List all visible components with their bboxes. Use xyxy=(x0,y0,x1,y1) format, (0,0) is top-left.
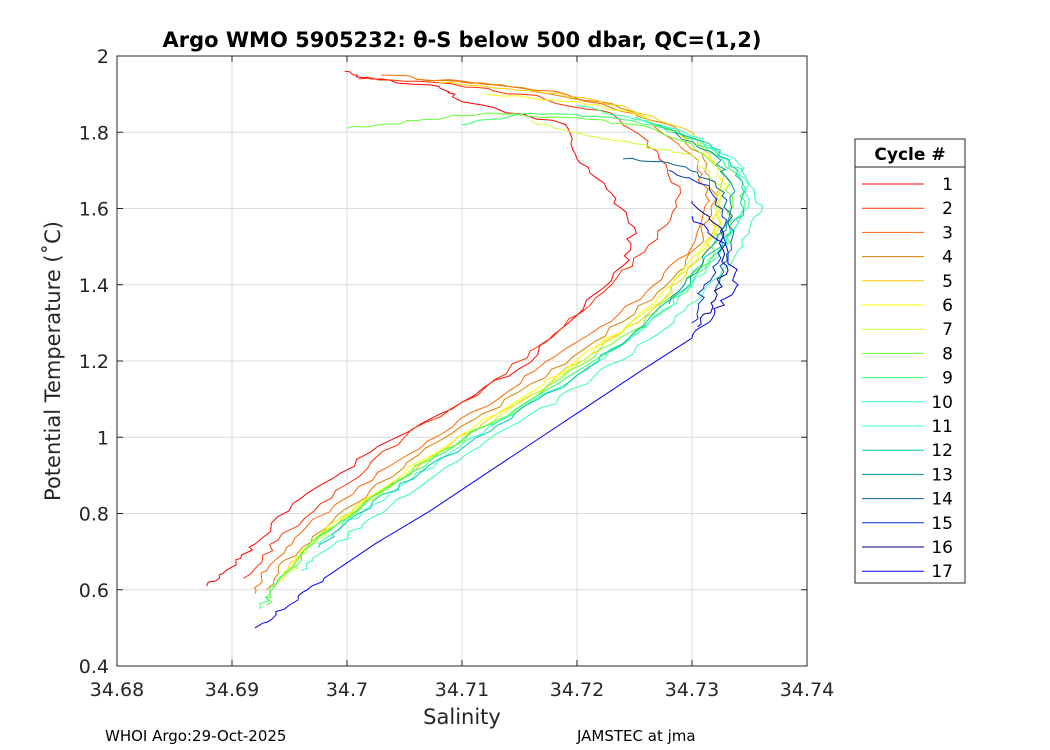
y-tick-label: 0.8 xyxy=(79,504,109,526)
series-line-cycle-11 xyxy=(317,116,751,545)
x-tick-label: 34.7 xyxy=(326,679,368,701)
series-line-cycle-1 xyxy=(206,70,638,587)
legend-label-cycle-7: 7 xyxy=(942,320,953,340)
series-line-cycle-8 xyxy=(264,112,734,606)
x-tick-label: 34.74 xyxy=(780,679,834,701)
series-line-cycle-12 xyxy=(317,124,745,549)
legend-label-cycle-13: 13 xyxy=(931,465,953,485)
footer-left: WHOI Argo:29-Oct-2025 xyxy=(105,727,286,745)
x-tick-label: 34.68 xyxy=(90,679,144,701)
x-tick-label: 34.73 xyxy=(665,679,719,701)
legend-label-cycle-10: 10 xyxy=(931,393,953,413)
legend-label-cycle-12: 12 xyxy=(931,441,953,461)
grid xyxy=(117,56,807,666)
series-line-cycle-16 xyxy=(691,200,729,328)
legend-label-cycle-14: 14 xyxy=(931,490,953,510)
series-line-cycle-10 xyxy=(300,105,764,572)
y-axis-label: Potential Temperature (˚C) xyxy=(41,221,65,501)
series-line-cycle-5 xyxy=(283,81,725,575)
legend-label-cycle-8: 8 xyxy=(942,344,953,364)
y-ticks: 0.4 0.6 0.8 1 1.2 1.4 1.6 1.8 2 xyxy=(79,46,807,678)
y-tick-label: 1 xyxy=(97,427,109,449)
series-line-cycle-15 xyxy=(668,169,728,324)
series-line-cycle-4 xyxy=(266,78,718,591)
x-tick-label: 34.69 xyxy=(205,679,259,701)
y-tick-label: 1.2 xyxy=(79,351,109,373)
legend-label-cycle-6: 6 xyxy=(942,296,953,316)
y-tick-label: 2 xyxy=(97,46,109,68)
legend-label-cycle-5: 5 xyxy=(942,272,953,292)
x-axis-label: Salinity xyxy=(423,705,501,729)
y-tick-label: 1.8 xyxy=(79,122,109,144)
legend-label-cycle-1: 1 xyxy=(942,175,953,195)
series-line-cycle-7 xyxy=(282,120,722,583)
x-ticks: 34.68 34.69 34.7 34.71 34.72 34.73 34.74 xyxy=(90,56,834,701)
footer-right: JAMSTEC at jma xyxy=(576,727,696,745)
y-tick-label: 1.6 xyxy=(79,199,109,221)
series-group xyxy=(206,70,764,629)
y-tick-label: 1.4 xyxy=(79,275,109,297)
legend-label-cycle-17: 17 xyxy=(931,562,953,582)
y-tick-label: 0.6 xyxy=(79,580,109,602)
series-line-cycle-2 xyxy=(243,77,682,579)
legend-label-cycle-4: 4 xyxy=(942,248,953,268)
y-tick-label: 0.4 xyxy=(79,656,109,678)
x-tick-label: 34.72 xyxy=(550,679,604,701)
series-line-cycle-14 xyxy=(622,157,735,293)
legend-label-cycle-2: 2 xyxy=(942,199,953,219)
legend-box xyxy=(854,138,966,584)
legend-label-cycle-16: 16 xyxy=(931,538,953,558)
legend-label-cycle-3: 3 xyxy=(942,223,953,243)
x-tick-label: 34.71 xyxy=(435,679,489,701)
series-line-cycle-17 xyxy=(254,215,739,629)
legend-label-cycle-15: 15 xyxy=(931,514,953,534)
chart-title: Argo WMO 5905232: θ-S below 500 dbar, QC… xyxy=(163,28,762,52)
series-line-cycle-3 xyxy=(253,74,710,594)
legend-label-cycle-11: 11 xyxy=(931,417,953,437)
series-line-cycle-13 xyxy=(668,131,736,304)
legend-title: Cycle # xyxy=(874,145,945,165)
legend-label-cycle-9: 9 xyxy=(942,369,953,389)
series-line-cycle-9 xyxy=(259,112,747,609)
